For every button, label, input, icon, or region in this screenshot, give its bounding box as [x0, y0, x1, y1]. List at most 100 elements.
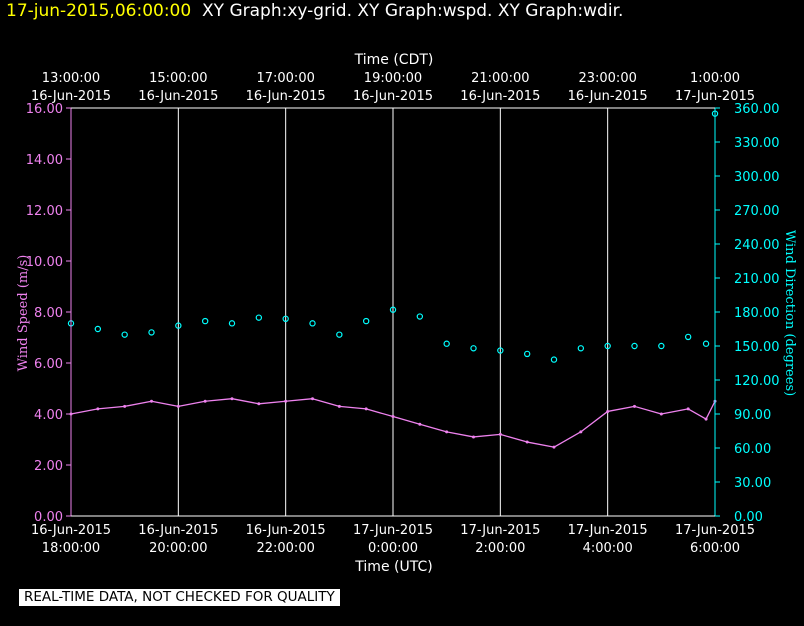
top-tick-date-4: 16-Jun-2015 — [460, 89, 540, 104]
wspd-point-10 — [337, 404, 341, 408]
bottom-tick-date-4: 17-Jun-2015 — [460, 523, 540, 538]
wspd-segment-22 — [661, 408, 689, 415]
y-left-tick-4: 8.00 — [34, 306, 63, 321]
wdir-point-6 — [228, 320, 236, 327]
bottom-tick-date-0: 16-Jun-2015 — [31, 523, 111, 538]
bottom-tick-time-6: 6:00:00 — [690, 541, 740, 556]
wdir-point-21 — [631, 342, 638, 350]
wspd-segment-11 — [365, 408, 394, 418]
y-right-tick-2: 60.00 — [734, 442, 771, 457]
wdir-point-16 — [497, 347, 504, 354]
wspd-segment-20 — [607, 405, 635, 413]
wspd-segment-24 — [705, 400, 716, 420]
top-tick-date-2: 16-Jun-2015 — [246, 89, 326, 104]
bottom-tick-time-2: 22:00:00 — [256, 541, 314, 556]
wspd-segment-10 — [339, 405, 367, 410]
wspd-point-3 — [150, 399, 153, 403]
wspd-point-11 — [364, 407, 368, 411]
bottom-tick-date-5: 17-Jun-2015 — [568, 523, 648, 538]
wspd-segment-13 — [419, 423, 447, 433]
bottom-tick-time-0: 18:00:00 — [42, 541, 100, 556]
wspd-point-13 — [418, 422, 422, 426]
wdir-point-2 — [121, 331, 128, 338]
bottom-tick-time-5: 4:00:00 — [583, 541, 633, 556]
y-right-tick-4: 120.00 — [734, 374, 780, 389]
wdir-point-14 — [443, 340, 450, 347]
y-right-tick-10: 300.00 — [734, 170, 780, 185]
quality-disclaimer: REAL-TIME DATA, NOT CHECKED FOR QUALITY — [19, 589, 340, 606]
wspd-segment-4 — [178, 400, 206, 407]
bottom-tick-time-4: 2:00:00 — [475, 541, 525, 556]
y-right-tick-7: 210.00 — [734, 272, 780, 287]
wspd-point-21 — [633, 404, 636, 408]
top-tick-date-0: 16-Jun-2015 — [31, 89, 111, 104]
top-tick-time-5: 23:00:00 — [578, 71, 636, 86]
wspd-segment-23 — [687, 408, 707, 420]
wspd-point-9 — [311, 397, 314, 401]
y-left-tick-2: 4.00 — [34, 408, 63, 423]
top-tick-date-6: 17-Jun-2015 — [675, 89, 755, 104]
y-right-axis-title: Wind Direction (degrees) — [782, 230, 797, 396]
wspd-point-19 — [579, 430, 583, 434]
top-tick-time-2: 17:00:00 — [256, 71, 314, 86]
bottom-tick-date-6: 17-Jun-2015 — [675, 523, 755, 538]
wdir-point-7 — [255, 314, 263, 321]
wdir-point-13 — [416, 313, 424, 320]
top-tick-date-3: 16-Jun-2015 — [353, 89, 433, 104]
wspd-point-5 — [203, 399, 207, 403]
wspd-segment-3 — [151, 400, 179, 407]
graph-list: XY Graph:xy-grid. XY Graph:wspd. XY Grap… — [202, 1, 624, 21]
wspd-point-7 — [257, 402, 261, 406]
wspd-segment-17 — [527, 441, 555, 448]
wspd-segment-6 — [231, 398, 259, 405]
top-tick-time-0: 13:00:00 — [42, 71, 100, 86]
x-axis-title: Time (UTC) — [354, 559, 432, 575]
top-axis-title: Time (CDT) — [354, 52, 434, 68]
wspd-segment-5 — [205, 398, 233, 402]
wspd-point-24 — [704, 417, 708, 421]
wdir-point-1 — [94, 325, 102, 333]
wspd-point-4 — [176, 404, 180, 408]
wspd-point-15 — [472, 435, 475, 439]
y-left-tick-8: 16.00 — [26, 102, 63, 117]
bottom-tick-time-1: 20:00:00 — [149, 541, 207, 556]
y-right-tick-5: 150.00 — [734, 340, 780, 355]
bottom-tick-date-2: 16-Jun-2015 — [246, 523, 326, 538]
wdir-point-10 — [336, 331, 343, 338]
y-left-tick-3: 6.00 — [34, 357, 63, 372]
top-tick-time-4: 21:00:00 — [471, 71, 529, 86]
wspd-point-8 — [284, 399, 288, 403]
y-left-tick-0: 0.00 — [34, 510, 63, 525]
wspd-segment-9 — [312, 398, 340, 407]
wdir-point-11 — [362, 317, 370, 325]
bottom-tick-time-3: 0:00:00 — [368, 541, 418, 556]
y-right-tick-1: 30.00 — [734, 476, 771, 491]
wdir-point-23 — [684, 333, 692, 341]
wspd-point-14 — [445, 430, 449, 434]
y-left-axis-title: Wind Speed (m/s) — [16, 255, 31, 372]
wspd-segment-14 — [446, 431, 474, 438]
wdir-point-15 — [470, 345, 477, 352]
wspd-point-17 — [525, 440, 529, 444]
wspd-segment-12 — [392, 415, 421, 425]
wspd-segment-18 — [553, 431, 582, 448]
wdir-point-9 — [309, 320, 316, 327]
top-tick-time-6: 1:00:00 — [690, 71, 740, 86]
y-left-tick-5: 10.00 — [26, 255, 63, 270]
wdir-point-5 — [201, 317, 209, 325]
bottom-tick-date-1: 16-Jun-2015 — [138, 523, 218, 538]
wspd-segment-7 — [258, 400, 286, 405]
chart-header: 17-jun-2015,06:00:00 XY Graph:xy-grid. X… — [6, 1, 623, 21]
wspd-segment-19 — [580, 410, 609, 433]
wspd-segment-21 — [634, 405, 662, 415]
wspd-point-23 — [686, 407, 690, 411]
y-right-tick-11: 330.00 — [734, 136, 780, 151]
wdir-point-22 — [658, 342, 665, 350]
wdir-point-3 — [148, 329, 155, 336]
wspd-segment-8 — [285, 398, 313, 402]
y-right-tick-8: 240.00 — [734, 238, 780, 253]
wdir-point-18 — [550, 356, 558, 363]
chart-timestamp: 17-jun-2015,06:00:00 — [6, 1, 192, 21]
top-tick-time-3: 19:00:00 — [364, 71, 422, 86]
